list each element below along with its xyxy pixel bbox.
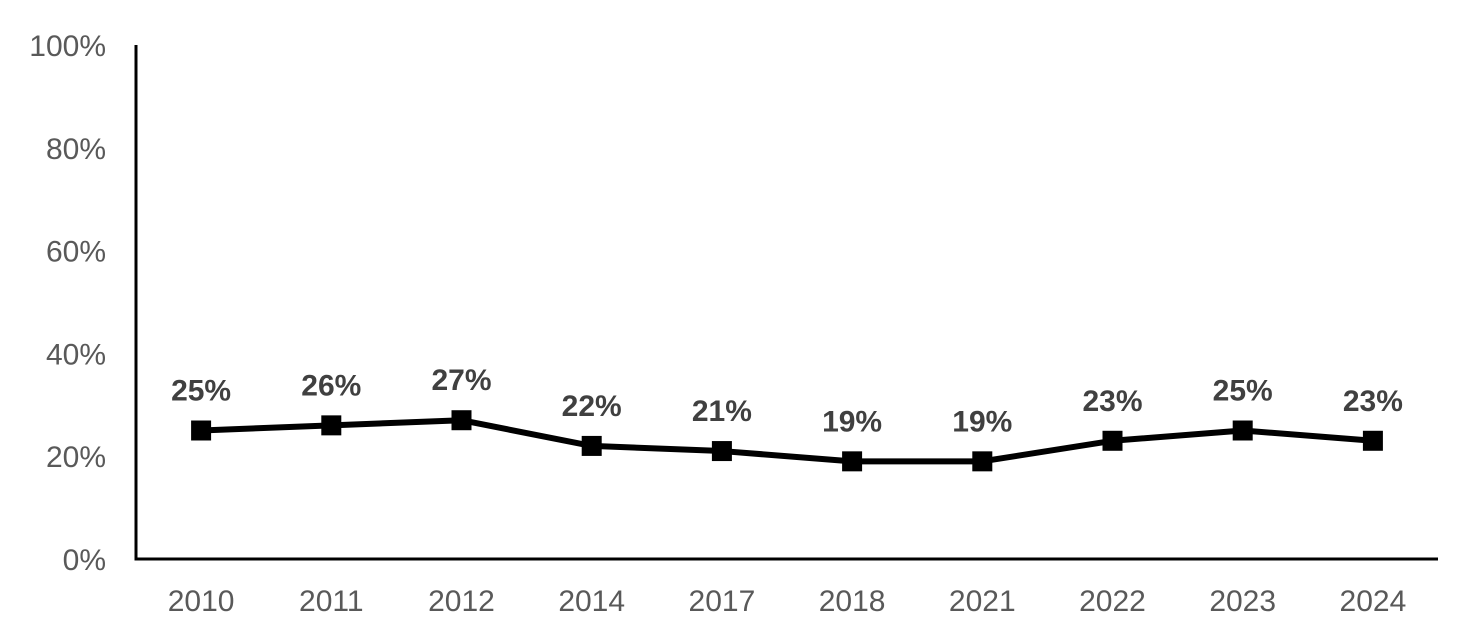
y-tick-label: 20% bbox=[46, 441, 106, 474]
data-label: 27% bbox=[431, 364, 491, 397]
x-tick-label: 2010 bbox=[168, 585, 235, 618]
x-tick-label: 2023 bbox=[1209, 585, 1276, 618]
x-tick-label: 2011 bbox=[299, 585, 364, 618]
data-point-marker bbox=[711, 441, 732, 462]
data-label: 21% bbox=[692, 395, 752, 428]
data-label: 25% bbox=[171, 375, 231, 408]
data-label: 25% bbox=[1213, 375, 1273, 408]
data-labels: 25% 26% 27% 22% 21% 19% 19% 23% 25% 23% bbox=[171, 364, 1403, 438]
x-tick-label: 2018 bbox=[819, 585, 886, 618]
y-tick-label: 80% bbox=[46, 133, 106, 166]
data-point-marker bbox=[972, 451, 993, 472]
data-point-marker bbox=[321, 415, 342, 436]
data-label: 22% bbox=[562, 390, 622, 423]
y-tick-label: 60% bbox=[46, 236, 106, 269]
data-point-marker bbox=[842, 451, 863, 472]
axes bbox=[134, 45, 1438, 561]
data-point-marker bbox=[191, 420, 212, 441]
x-tick-label: 2012 bbox=[428, 585, 495, 618]
y-tick-label: 100% bbox=[29, 30, 106, 63]
x-tick-label: 2021 bbox=[949, 585, 1016, 618]
data-point-marker bbox=[1232, 420, 1253, 441]
x-axis-ticks: 2010 2011 2012 2014 2017 2018 2021 2022 2023 2024 bbox=[168, 585, 1407, 618]
data-point-marker bbox=[1362, 430, 1383, 451]
data-label: 23% bbox=[1082, 385, 1142, 418]
data-label: 19% bbox=[952, 405, 1012, 438]
series-line bbox=[200, 417, 1374, 465]
y-axis-ticks: 0% 20% 40% 60% 80% 100% bbox=[29, 30, 106, 577]
x-tick-label: 2024 bbox=[1340, 585, 1407, 618]
data-label: 19% bbox=[822, 405, 882, 438]
data-label: 23% bbox=[1343, 385, 1403, 418]
series-group bbox=[191, 410, 1383, 472]
x-tick-label: 2022 bbox=[1079, 585, 1146, 618]
data-point-marker bbox=[451, 410, 472, 431]
y-tick-label: 0% bbox=[63, 544, 106, 577]
data-point-marker bbox=[581, 435, 602, 456]
data-label: 26% bbox=[301, 369, 361, 402]
data-point-marker bbox=[1102, 430, 1123, 451]
x-tick-label: 2014 bbox=[558, 585, 625, 618]
y-tick-label: 40% bbox=[46, 338, 106, 371]
x-tick-label: 2017 bbox=[689, 585, 756, 618]
